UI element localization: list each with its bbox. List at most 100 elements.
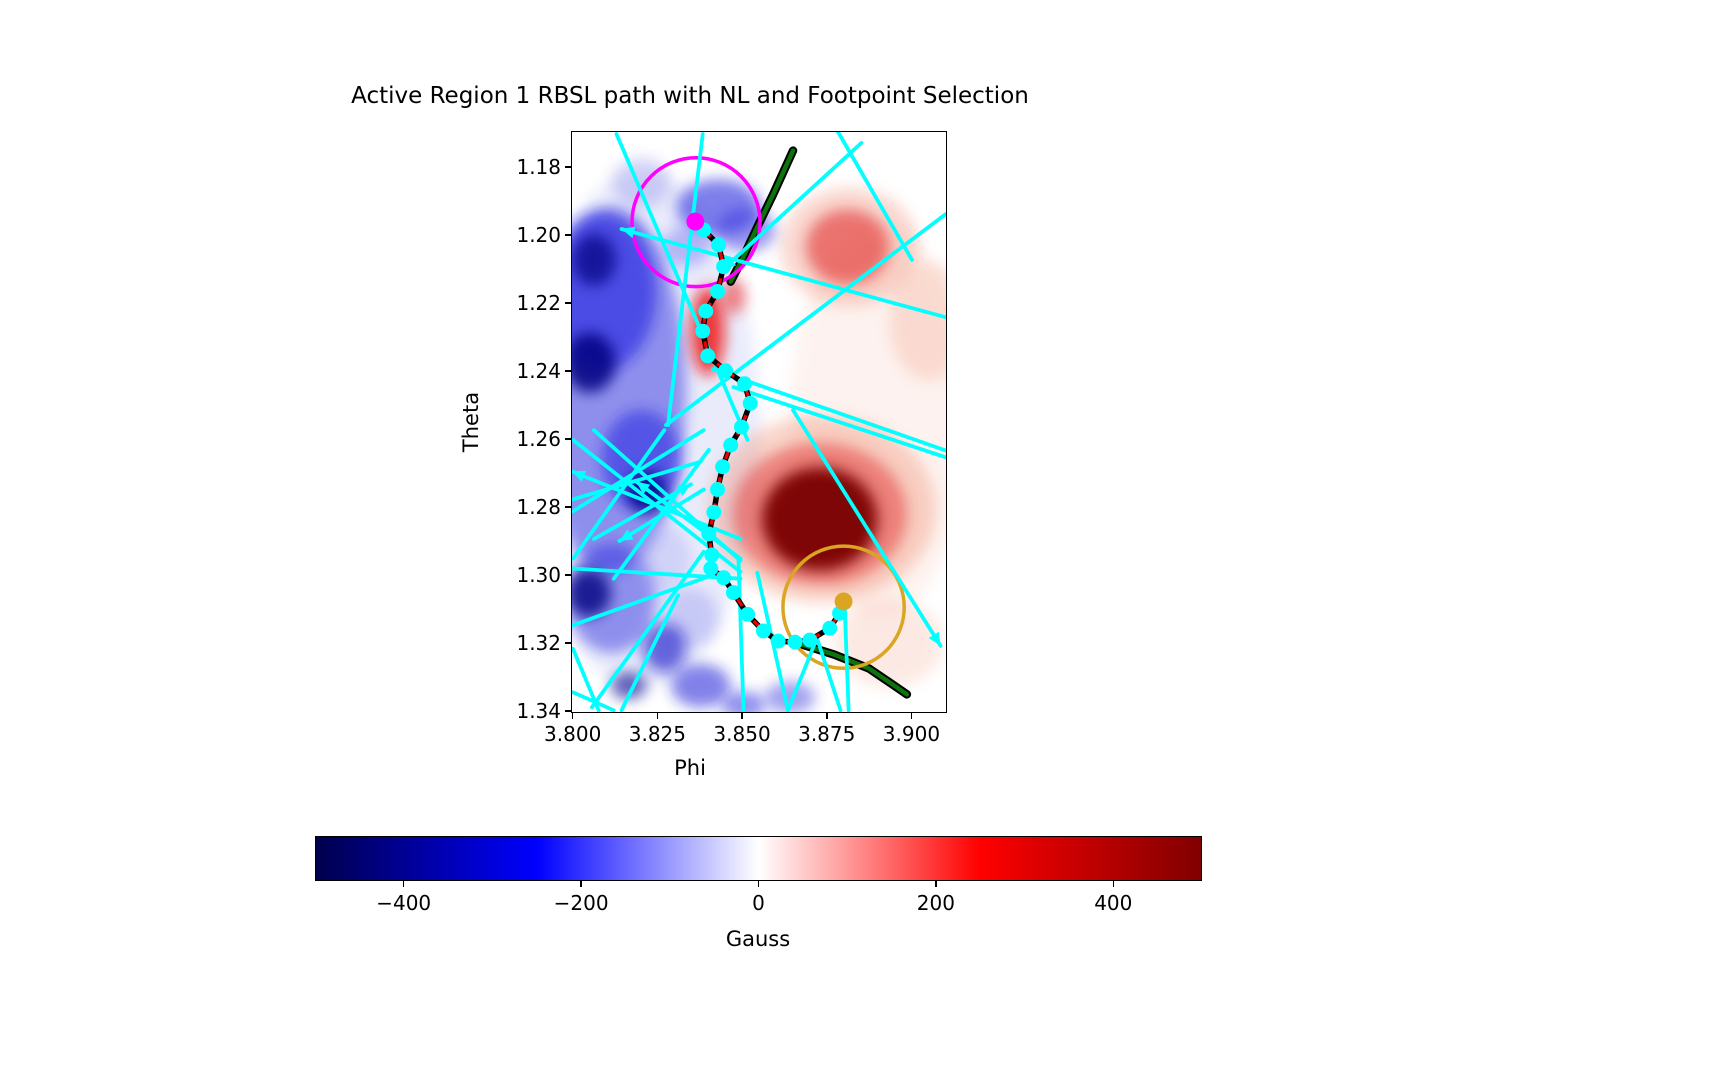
field-line-arrowhead [572,470,587,482]
path-node-marker [698,303,714,319]
x-axis-label: Phi [674,756,706,780]
magnetogram-blob [765,681,815,712]
field-line-arrowhead [676,484,691,496]
path-node-marker [701,526,717,542]
end-footpoint-circle [781,544,906,670]
colorbar-tick-mark [935,881,937,887]
field-line [666,132,705,427]
rbsl-path [694,220,846,644]
magnetogram-blob [721,278,746,315]
field-line [572,428,706,514]
magnetogram-blob [572,569,611,618]
colorbar-tick-label: 200 [916,891,955,915]
field-line [619,593,681,712]
path-node-marker [710,482,726,497]
y-tick-mark [565,438,571,440]
chart-title: Active Region 1 RBSL path with NL and Fo… [351,83,1029,109]
colorbar-tick-mark [580,881,582,887]
magnetogram-blob [611,157,672,208]
y-tick-label: 1.20 [516,222,561,247]
x-tick-mark [571,713,574,719]
path-node-marker [802,632,818,648]
colorbar-tick-mark [402,881,405,887]
magnetogram-blob [805,209,890,285]
start-footpoint-circle [630,156,762,289]
path-node-marker [737,376,752,392]
field-line [786,636,819,712]
field-line [815,636,843,712]
colorbar-tick-label: 400 [1094,891,1133,915]
field-line [617,487,706,543]
x-tick-mark [741,713,743,719]
path-node-marker [695,323,711,339]
field-line [791,408,943,648]
y-tick-label: 1.24 [516,358,561,383]
y-tick-mark [565,642,571,645]
path-node-marker [787,634,803,650]
field-line-arrowhead [636,481,651,495]
path-node-marker [716,259,732,275]
x-tick-mark [910,713,913,719]
field-line [736,556,746,712]
magnetogram-blob [671,663,731,708]
field-line [720,140,864,272]
x-tick-label: 3.825 [628,722,687,746]
y-tick-label: 1.34 [516,699,561,724]
y-tick-label: 1.22 [516,290,561,315]
y-tick-mark [565,710,571,713]
colorbar-tick-mark [757,881,760,887]
end-footpoint-dot [834,592,853,611]
path-node-marker [715,459,731,475]
y-tick-mark [565,234,571,236]
y-tick-mark [565,302,571,304]
neutral-line [728,148,796,284]
plot-area [571,131,947,713]
path-node-marker [718,363,734,379]
y-tick-label: 1.26 [516,427,561,452]
x-tick-mark [656,713,659,719]
path-node-marker [704,547,720,563]
field-line-arrowhead [928,631,941,646]
path-node-marker [822,620,838,636]
path-node-marker [723,437,739,453]
x-tick-label: 3.900 [882,722,941,746]
path-node-marker [755,623,771,639]
path-node-marker [700,348,716,364]
field-line [842,601,851,712]
x-tick-label: 3.875 [798,722,856,746]
field-line [572,428,667,561]
magnetogram-blob [642,623,687,673]
y-tick-mark [565,506,571,508]
path-node-marker [725,585,741,601]
field-line-arrowhead [621,226,636,239]
y-tick-label: 1.18 [516,154,561,179]
x-tick-label: 3.850 [713,722,771,746]
magnetogram-blob [572,332,616,393]
start-footpoint-dot [686,212,705,231]
y-tick-mark [565,574,571,576]
field-line [614,132,750,442]
magnetogram-blob [834,598,944,688]
field-line [572,570,722,628]
colorbar [315,836,1202,881]
path-node-marker [703,561,719,577]
colorbar-label: Gauss [725,927,791,951]
path-node-marker [770,633,786,649]
field-line [731,385,946,460]
y-tick-label: 1.28 [516,495,561,520]
colorbar-tick-label: −400 [376,891,432,915]
magnetogram-blob [889,261,946,381]
field-line [634,479,743,561]
x-tick-label: 3.800 [544,722,602,746]
path-node-marker [706,504,722,520]
path-node-marker [710,283,726,299]
path-node-marker [711,237,727,253]
y-tick-label: 1.32 [516,631,561,656]
field-line [592,482,693,541]
field-line [572,690,616,712]
colorbar-tick-label: 0 [752,891,765,915]
y-tick-label: 1.30 [516,563,561,588]
magnetogram-blob [572,234,616,286]
field-line [619,227,946,320]
